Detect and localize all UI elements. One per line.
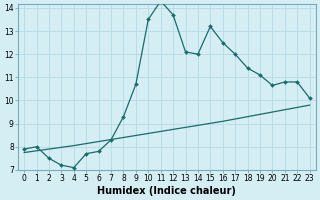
X-axis label: Humidex (Indice chaleur): Humidex (Indice chaleur) bbox=[98, 186, 236, 196]
